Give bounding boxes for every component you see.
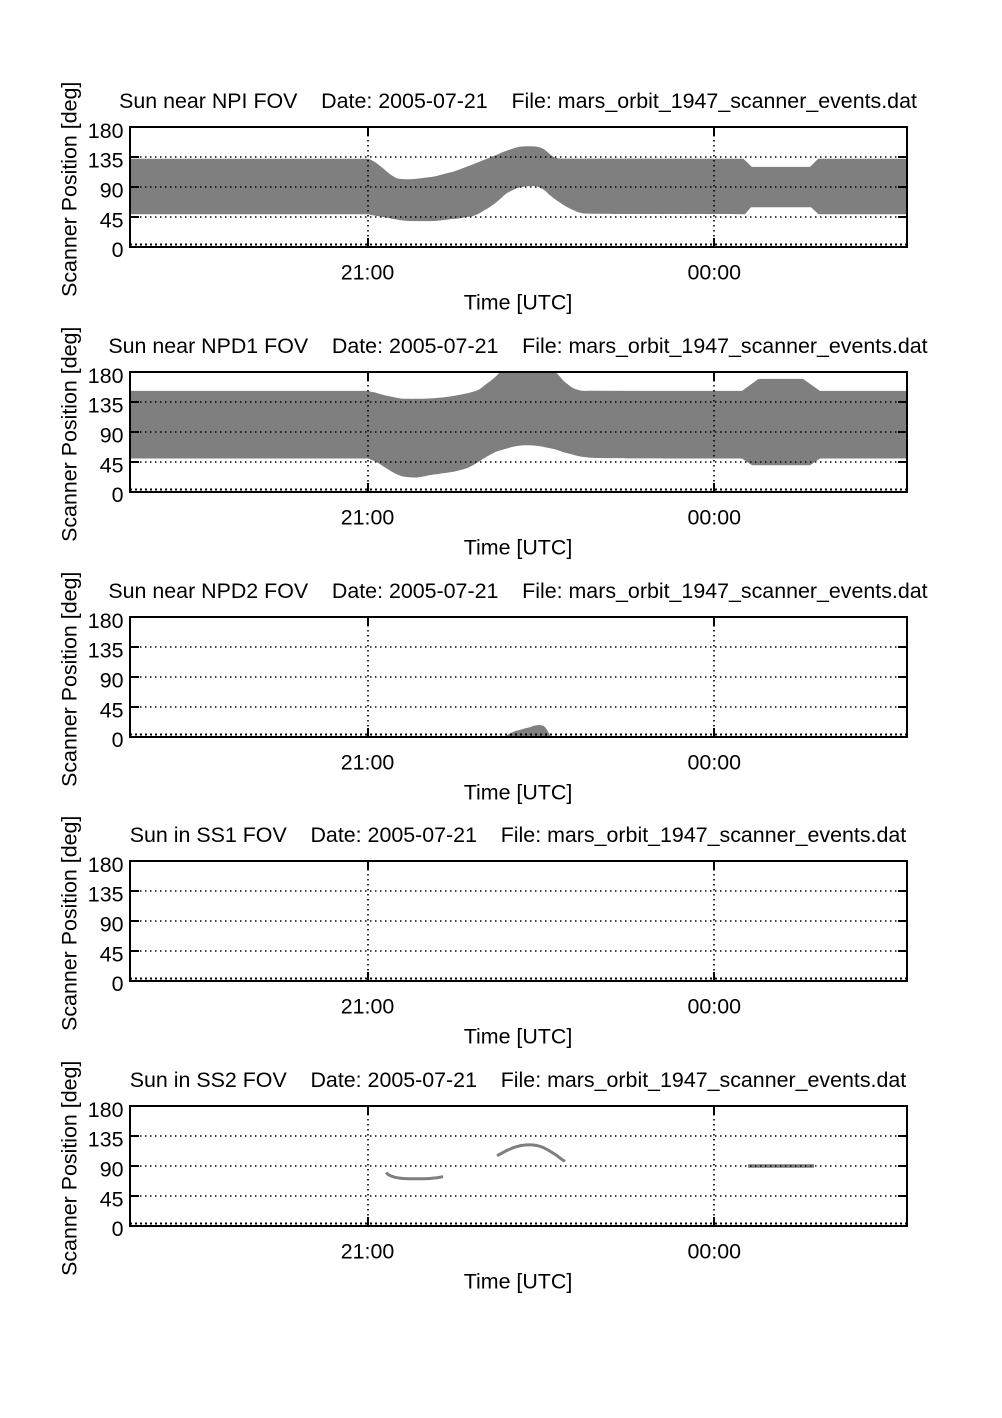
svg-text:90: 90 [100, 669, 124, 693]
svg-text:Time [UTC]: Time [UTC] [464, 781, 573, 805]
svg-text:Sun near NPD2 FOV Date: 200: Sun near NPD2 FOV Date: 2005-07-21 File:… [108, 579, 927, 603]
svg-text:45: 45 [100, 942, 124, 966]
svg-text:45: 45 [100, 698, 124, 722]
svg-text:Sun in SS1 FOV Date: 2005-0: Sun in SS1 FOV Date: 2005-07-21 File: ma… [130, 823, 907, 847]
svg-text:90: 90 [100, 424, 124, 448]
svg-text:21:00: 21:00 [341, 505, 395, 529]
svg-text:180: 180 [88, 364, 124, 388]
svg-text:180: 180 [88, 609, 124, 633]
svg-text:Time [UTC]: Time [UTC] [464, 1025, 573, 1049]
svg-text:Time [UTC]: Time [UTC] [464, 1270, 573, 1294]
svg-text:00:00: 00:00 [688, 1239, 742, 1263]
svg-text:21:00: 21:00 [341, 1239, 395, 1263]
svg-text:45: 45 [100, 1187, 124, 1211]
svg-text:21:00: 21:00 [341, 260, 395, 284]
svg-text:Scanner Position [deg]: Scanner Position [deg] [58, 572, 82, 787]
svg-text:135: 135 [88, 1128, 124, 1152]
svg-text:180: 180 [88, 1098, 124, 1122]
svg-text:00:00: 00:00 [688, 505, 742, 529]
svg-text:135: 135 [88, 639, 124, 663]
svg-text:0: 0 [112, 1217, 124, 1241]
svg-text:45: 45 [100, 208, 124, 232]
svg-text:135: 135 [88, 149, 124, 173]
svg-text:45: 45 [100, 453, 124, 477]
svg-text:Scanner Position [deg]: Scanner Position [deg] [58, 82, 82, 297]
svg-text:0: 0 [112, 483, 124, 507]
svg-text:00:00: 00:00 [688, 750, 742, 774]
svg-text:90: 90 [100, 179, 124, 203]
svg-text:21:00: 21:00 [341, 994, 395, 1018]
svg-text:180: 180 [88, 853, 124, 877]
svg-text:00:00: 00:00 [688, 260, 742, 284]
svg-text:90: 90 [100, 1158, 124, 1182]
svg-text:00:00: 00:00 [688, 994, 742, 1018]
svg-text:135: 135 [88, 394, 124, 418]
svg-text:21:00: 21:00 [341, 750, 395, 774]
svg-text:180: 180 [88, 119, 124, 143]
svg-text:Sun near NPD1 FOV Date: 200: Sun near NPD1 FOV Date: 2005-07-21 File:… [108, 334, 927, 358]
svg-text:Time [UTC]: Time [UTC] [464, 536, 573, 560]
svg-text:135: 135 [88, 883, 124, 907]
svg-text:Time [UTC]: Time [UTC] [464, 291, 573, 315]
svg-text:0: 0 [112, 972, 124, 996]
svg-text:0: 0 [112, 728, 124, 752]
svg-text:Sun in SS2 FOV Date: 2005-0: Sun in SS2 FOV Date: 2005-07-21 File: ma… [130, 1068, 907, 1092]
svg-text:0: 0 [112, 238, 124, 262]
svg-text:Sun near NPI FOV Date: 2005: Sun near NPI FOV Date: 2005-07-21 File: … [119, 89, 917, 113]
svg-text:90: 90 [100, 913, 124, 937]
svg-text:Scanner Position [deg]: Scanner Position [deg] [58, 327, 82, 542]
svg-text:Scanner Position [deg]: Scanner Position [deg] [58, 1061, 82, 1276]
svg-text:Scanner Position [deg]: Scanner Position [deg] [58, 816, 82, 1031]
